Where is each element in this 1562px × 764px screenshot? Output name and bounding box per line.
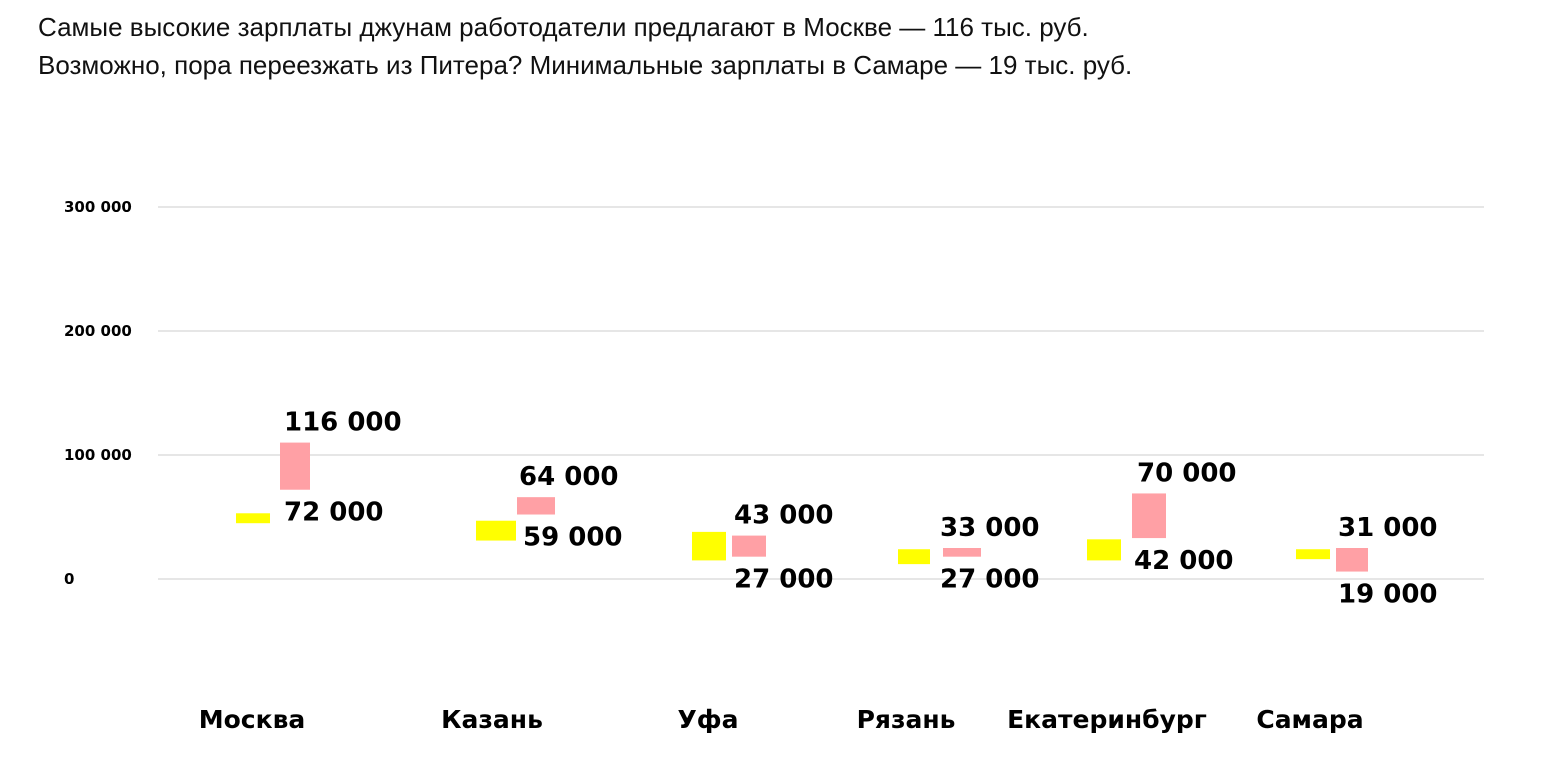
intro-line-1: Самые высокие зарплаты джунам работодате… [38, 12, 1089, 42]
intro-text: Самые высокие зарплаты джунам работодате… [38, 8, 1132, 84]
data-label-lower: 72 000 [284, 498, 384, 528]
yellow-bar [692, 531, 726, 561]
data-label-lower: 19 000 [1338, 580, 1438, 610]
y-tick-label: 0 [64, 570, 74, 588]
yellow-bar [898, 549, 930, 565]
data-label-upper: 43 000 [734, 501, 834, 531]
data-label-upper: 31 000 [1338, 513, 1438, 543]
pink-bar [943, 548, 981, 557]
category-label: Уфа [678, 705, 739, 734]
pink-bar [280, 442, 310, 490]
category-label: Казань [441, 705, 543, 734]
data-label-upper: 33 000 [940, 513, 1040, 543]
data-label-lower: 27 000 [734, 565, 834, 595]
category-label: Москва [199, 705, 306, 734]
pink-bar [517, 497, 555, 515]
category-label: Екатеринбург [1007, 705, 1207, 734]
data-label-upper: 70 000 [1137, 458, 1237, 488]
data-label-lower: 59 000 [523, 523, 623, 553]
category-label: Самара [1256, 705, 1363, 734]
yellow-bar [1296, 549, 1330, 560]
data-label-upper: 64 000 [519, 462, 619, 492]
category-label: Рязань [857, 705, 956, 734]
data-label-lower: 27 000 [940, 565, 1040, 595]
intro-line-2: Возможно, пора переезжать из Питера? Мин… [38, 50, 1133, 80]
yellow-bar [236, 513, 270, 524]
pink-bar [1336, 548, 1368, 572]
y-tick-label: 200 000 [64, 322, 132, 340]
yellow-bar [1087, 539, 1121, 561]
yellow-bar [476, 520, 516, 541]
pink-bar [1132, 493, 1166, 539]
y-tick-label: 300 000 [64, 198, 132, 216]
y-tick-label: 100 000 [64, 446, 132, 464]
data-label-upper: 116 000 [284, 408, 402, 438]
data-label-lower: 42 000 [1134, 546, 1234, 576]
pink-bar [732, 535, 766, 557]
